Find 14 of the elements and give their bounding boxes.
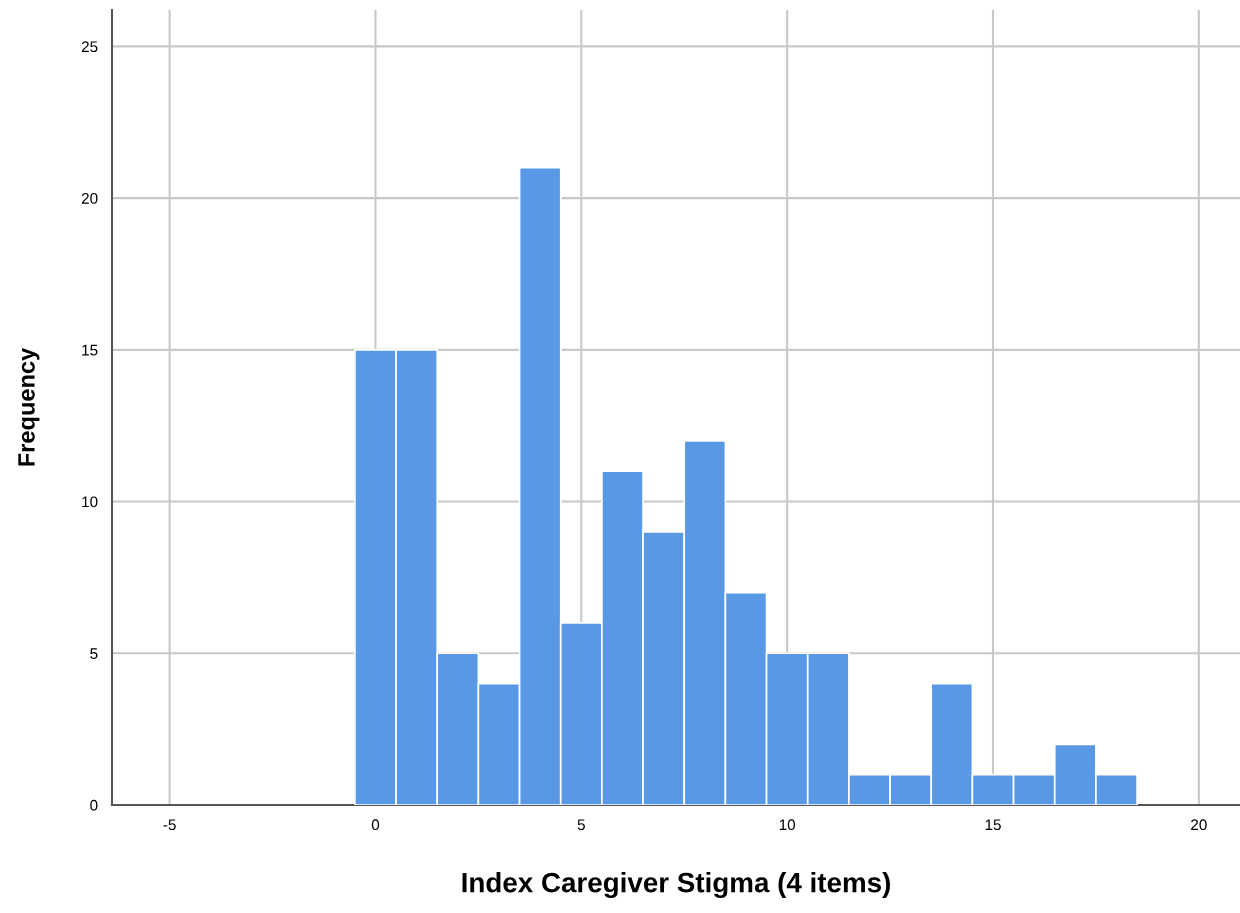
x-tick-label: 0 xyxy=(371,819,380,831)
x-tick-label: -5 xyxy=(163,819,176,831)
y-tick-label: 15 xyxy=(82,344,98,356)
x-tick-label: 5 xyxy=(577,819,585,831)
y-tick-label: 10 xyxy=(82,496,98,508)
y-tick-label: 25 xyxy=(81,41,98,53)
y-tick-label: 0 xyxy=(90,799,98,811)
y-tick-label: 5 xyxy=(90,648,98,659)
x-axis-title: Index Caregiver Stigma (4 items) xyxy=(462,872,890,899)
x-tick-label: 10 xyxy=(779,819,796,831)
y-axis-title: Frequency xyxy=(18,347,40,466)
y-tick-label: 20 xyxy=(81,193,98,204)
x-tick-label: 20 xyxy=(1191,819,1207,831)
x-tick-label: 15 xyxy=(985,819,1001,831)
